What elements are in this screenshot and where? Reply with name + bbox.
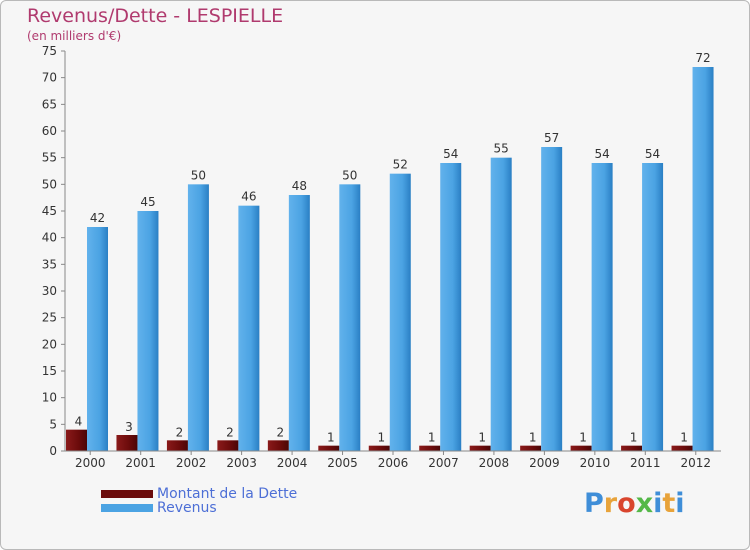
x-tick-label-2001: 2001 (125, 456, 156, 470)
x-tick-label-2003: 2003 (226, 456, 257, 470)
legend-swatch-revenue (101, 504, 153, 512)
revenue-value-label-2010: 54 (594, 147, 609, 161)
y-tick-label: 25 (42, 311, 57, 325)
debt-value-label-2004: 2 (277, 425, 285, 439)
revenue-bar-2008 (490, 157, 512, 451)
debt-value-label-2007: 1 (428, 431, 436, 445)
x-tick-label-2008: 2008 (479, 456, 510, 470)
logo-letter: x (635, 488, 654, 519)
revenue-bar-2009 (541, 147, 563, 451)
revenue-value-label-2011: 54 (645, 147, 660, 161)
y-tick-label: 0 (49, 444, 57, 458)
debt-bar-2002 (166, 440, 188, 451)
debt-bar-2011 (621, 445, 643, 451)
y-tick-label: 60 (42, 124, 57, 138)
y-tick-label: 15 (42, 364, 57, 378)
y-tick-label: 30 (42, 284, 57, 298)
chart-subtitle: (en milliers d'€) (27, 29, 122, 43)
revenue-value-label-2012: 72 (695, 51, 710, 65)
debt-bar-2008 (469, 445, 491, 451)
debt-value-label-2010: 1 (579, 431, 587, 445)
debt-value-label-2009: 1 (529, 431, 537, 445)
y-tick-label: 55 (42, 151, 57, 165)
revenue-bar-2012 (692, 67, 714, 451)
revenue-value-label-2007: 54 (443, 147, 458, 161)
debt-value-label-2001: 3 (125, 420, 133, 434)
revenue-value-label-2002: 50 (191, 168, 206, 182)
debt-bar-2010 (570, 445, 592, 451)
debt-bar-2004 (267, 440, 289, 451)
logo-letter: o (617, 488, 636, 519)
x-tick-label-2002: 2002 (176, 456, 207, 470)
revenue-bar-2002 (187, 184, 209, 452)
debt-bar-2003 (217, 440, 239, 451)
debt-value-label-2005: 1 (327, 431, 335, 445)
y-tick-label: 50 (42, 177, 57, 191)
x-tick-label-2009: 2009 (529, 456, 560, 470)
revenue-value-label-2009: 57 (544, 131, 559, 145)
x-tick-label-2011: 2011 (630, 456, 661, 470)
debt-value-label-2006: 1 (377, 431, 385, 445)
x-tick-label-2004: 2004 (277, 456, 308, 470)
revenue-bar-2001 (137, 211, 159, 451)
revenue-bar-2003 (238, 205, 260, 451)
logo-letter: i (653, 488, 663, 519)
x-tick-label-2012: 2012 (680, 456, 711, 470)
debt-value-label-2003: 2 (226, 425, 234, 439)
debt-bar-2001 (116, 435, 138, 451)
debt-value-label-2011: 1 (630, 431, 638, 445)
y-tick-label: 65 (42, 97, 57, 111)
debt-bar-2009 (520, 445, 542, 451)
y-tick-label: 75 (42, 44, 57, 58)
revenue-value-label-2008: 55 (494, 142, 509, 156)
debt-bar-2007 (419, 445, 441, 451)
revenue-bar-2006 (389, 173, 411, 451)
debt-value-label-2000: 4 (75, 415, 83, 429)
chart-title: Revenus/Dette - LESPIELLE (27, 5, 284, 27)
logo-letter: i (675, 488, 685, 519)
x-tick-label-2006: 2006 (378, 456, 409, 470)
revenue-value-label-2004: 48 (292, 179, 307, 193)
x-tick-label-2007: 2007 (428, 456, 459, 470)
revenue-bar-2005 (339, 184, 361, 452)
legend-label-debt: Montant de la Dette (157, 486, 298, 502)
debt-bar-2012 (671, 445, 693, 451)
y-tick-label: 70 (42, 71, 57, 85)
x-tick-label-2005: 2005 (327, 456, 358, 470)
x-tick-label-2010: 2010 (580, 456, 611, 470)
revenue-value-label-2006: 52 (393, 158, 408, 172)
y-tick-label: 40 (42, 231, 57, 245)
debt-bar-2006 (368, 445, 390, 451)
y-tick-label: 35 (42, 257, 57, 271)
debt-value-label-2008: 1 (478, 431, 486, 445)
revenue-bar-2004 (288, 195, 310, 451)
revenue-value-label-2000: 42 (90, 211, 105, 225)
revenue-bar-2010 (591, 163, 613, 451)
y-tick-label: 20 (42, 337, 57, 351)
logo-letter: t (662, 488, 676, 519)
revenue-value-label-2001: 45 (140, 195, 155, 209)
y-tick-label: 45 (42, 204, 57, 218)
proxiti-logo: Proxiti (584, 488, 685, 519)
legend-swatch-debt (101, 490, 153, 498)
debt-bar-2000 (66, 429, 87, 451)
revenue-bar-2011 (642, 163, 664, 451)
revenue-value-label-2003: 46 (241, 190, 256, 204)
y-tick-label: 10 (42, 391, 57, 405)
revenue-bar-2007 (440, 163, 462, 451)
debt-value-label-2002: 2 (176, 425, 184, 439)
revenue-bar-2000 (87, 227, 108, 451)
legend-label-revenue: Revenus (157, 500, 217, 516)
debt-value-label-2012: 1 (680, 431, 688, 445)
y-tick-label: 5 (49, 417, 57, 431)
logo-letter: P (584, 488, 604, 519)
debt-bar-2005 (318, 445, 340, 451)
x-tick-label-2000: 2000 (75, 456, 106, 470)
revenue-value-label-2005: 50 (342, 168, 357, 182)
logo-letter: r (603, 488, 618, 519)
